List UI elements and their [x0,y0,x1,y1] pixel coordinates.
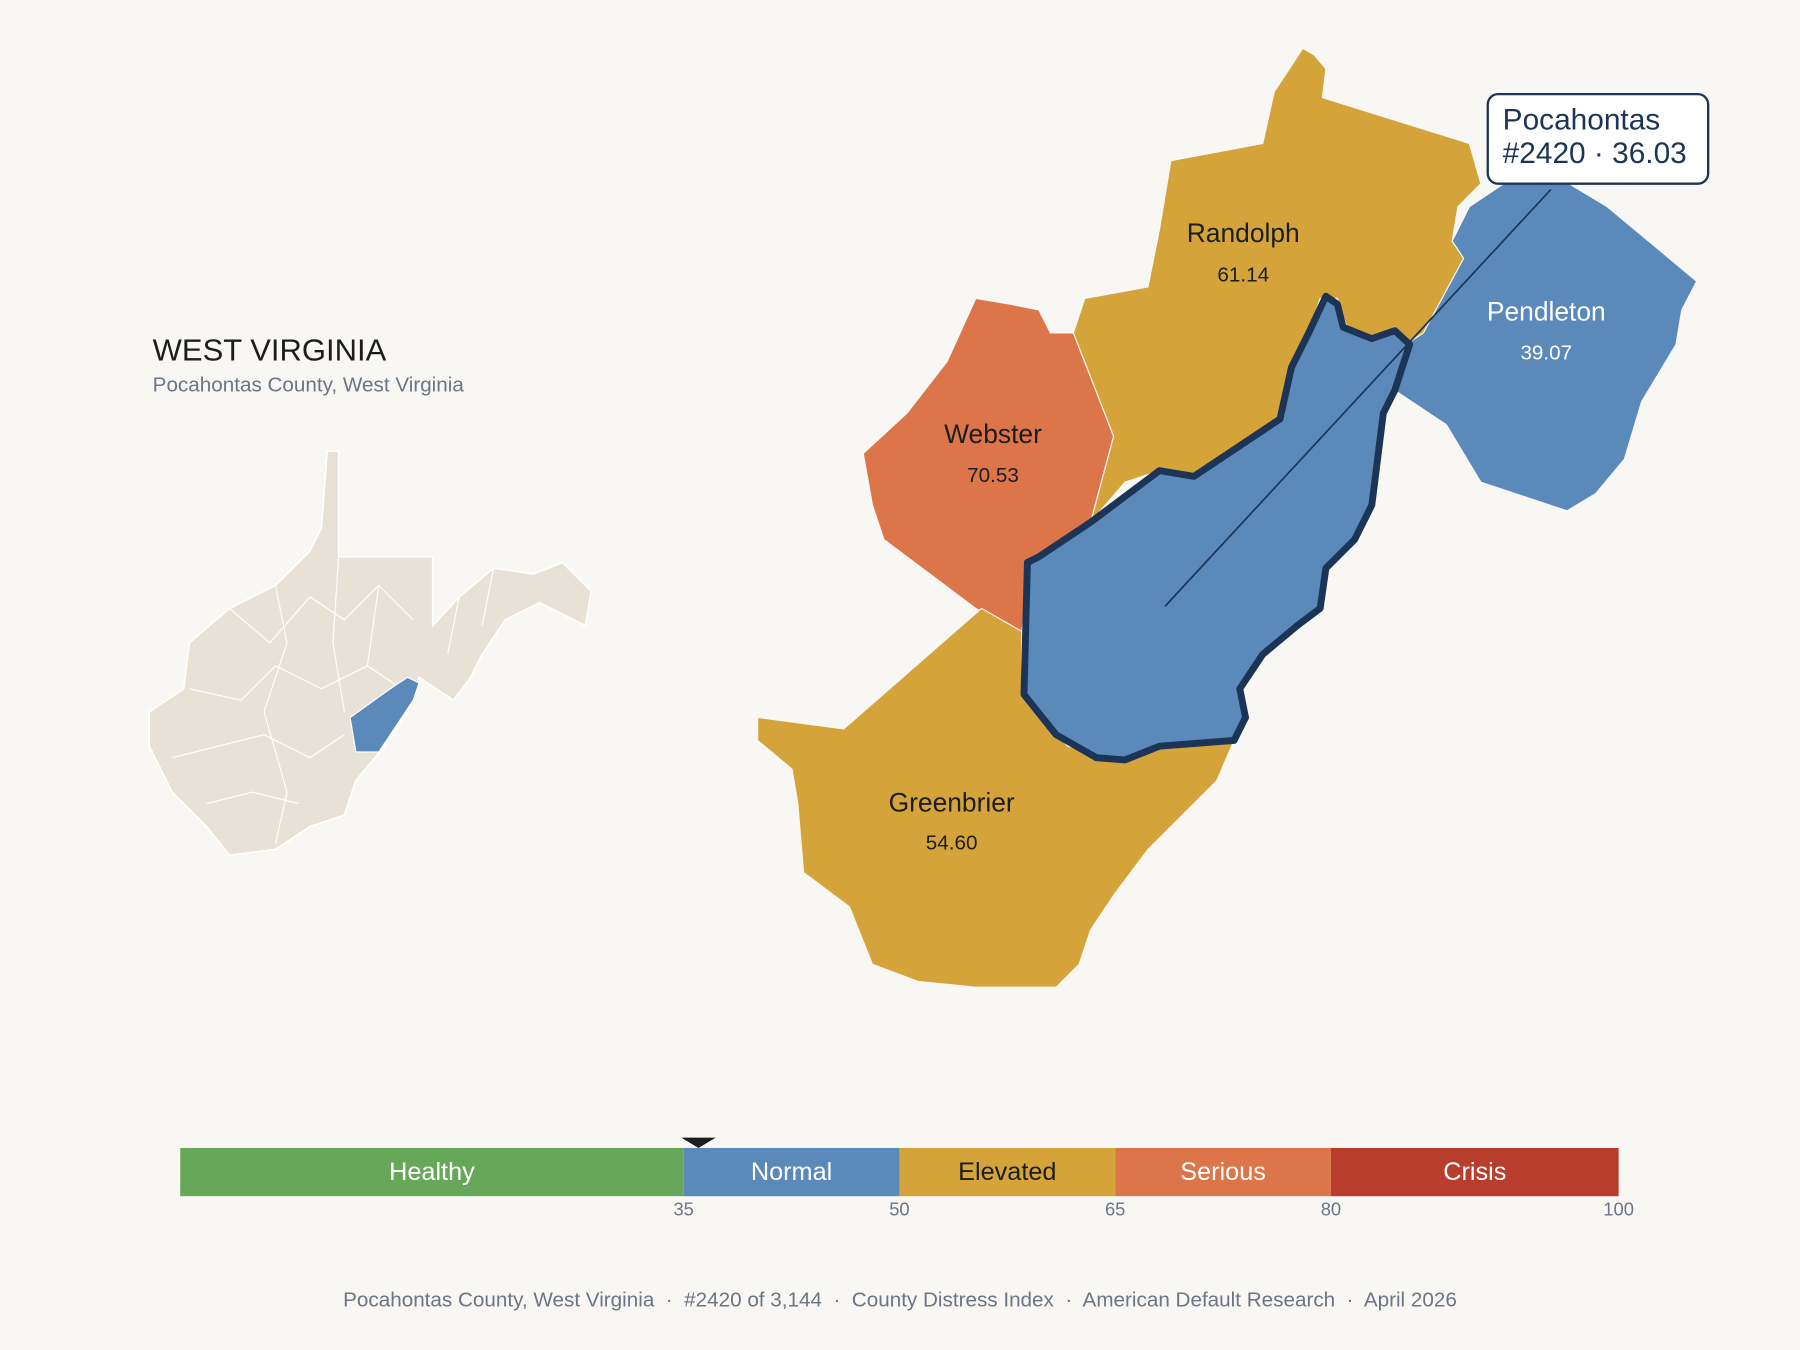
callout-detail: #2420 · 36.03 [1503,137,1687,170]
county-map: Randolph 61.14 Webster 70.53 Pendleton 3… [757,47,1710,988]
scale-band [180,1147,684,1197]
state-locator [148,450,593,857]
scale-tick-label: 100 [1603,1199,1634,1220]
county-shape [1072,47,1482,523]
callout-name: Pocahontas [1503,104,1661,137]
band-label: Healthy [389,1158,475,1186]
county-name: Randolph [1187,218,1300,248]
subtitle: Pocahontas County, West Virginia [153,373,465,396]
focus-county [1020,292,1414,764]
county-value: 61.14 [1217,263,1269,286]
title: WEST VIRGINIA [153,332,387,367]
scale-tick-label: 65 [1105,1199,1125,1220]
distress-scale: Healthy Normal Elevated Serious Crisis 35 50 65… [180,1137,1634,1220]
highlighted-county [349,676,420,753]
band-label: Crisis [1443,1158,1506,1186]
state-outline [148,450,593,857]
county-shape [1394,171,1698,512]
scale-marker [681,1137,716,1148]
county-name: Webster [944,419,1042,449]
county-name: Greenbrier [889,788,1015,818]
scale-band [1330,1147,1619,1197]
county-lines [172,556,495,844]
band-label: Normal [751,1158,832,1186]
scale-band [683,1147,900,1197]
scale-tick-label: 50 [889,1199,909,1220]
callout-box [1486,92,1710,185]
county-name: Pendleton [1487,296,1606,326]
scale-tick-label: 80 [1321,1199,1341,1220]
band-label: Serious [1180,1158,1266,1186]
scale-tick-label: 35 [673,1199,693,1220]
footer: Pocahontas County, West Virginia · #2420… [343,1288,1457,1311]
scale-band [899,1147,1116,1197]
scale-band [1115,1147,1331,1197]
band-label: Elevated [958,1158,1056,1186]
county-value: 39.07 [1520,341,1572,364]
county-value: 70.53 [967,464,1019,487]
county-value: 54.60 [926,831,978,854]
callout-leader [1164,188,1552,607]
